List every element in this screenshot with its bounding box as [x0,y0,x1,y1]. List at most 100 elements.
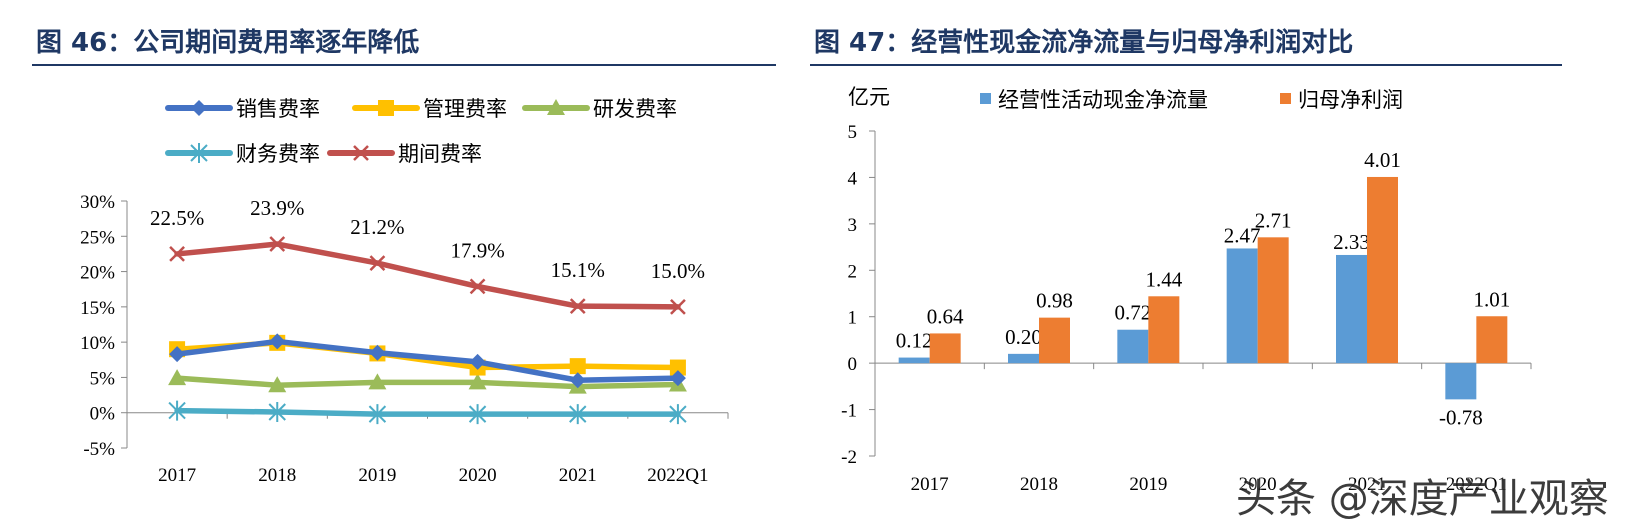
bar-1-0 [929,333,961,364]
data-label: 21.2% [350,215,404,239]
data-point-3-3 [468,404,487,425]
bar-label-1-1: 0.98 [1036,289,1073,313]
data-label: 17.9% [450,238,504,262]
series-line-4 [174,241,681,310]
left-panel: 图 46：公司期间费用率逐年降低 销售费率 管理费率 研发费率财务费率 期间费率 30%… [0,0,800,528]
legend-label-0: 销售费率 [236,97,320,121]
y-tick-label: -1 [841,401,857,422]
y-tick-label: 5 [848,122,858,143]
data-label: 15.1% [551,258,605,282]
y-unit-label: 亿元 [848,85,890,109]
data-point-0-1 [269,333,286,350]
legend-marker-1 [378,100,394,116]
legend-swatch-1 [1280,93,1291,104]
bar-0-0 [898,357,930,364]
x-tick-label: 2021 [1348,474,1386,495]
y-tick-label: 15% [80,298,115,319]
data-point-3-4 [569,404,587,425]
bar-label-0-4: 2.33 [1333,230,1370,254]
legend-label-4: 期间费率 [398,142,482,166]
series-line-2 [174,375,681,390]
data-point-2-3 [468,373,487,390]
data-point-3-1 [268,402,286,423]
y-tick-label: 4 [848,168,858,189]
right-title-rule [810,64,1562,66]
x-tick-label: 2018 [1020,474,1058,495]
series-line-3 [174,407,681,417]
x-tick-label: 2020 [459,465,497,486]
legend-marker-2 [547,99,565,115]
x-tick-label: 2019 [1129,474,1167,495]
y-tick-label: 0 [848,354,858,375]
y-tick-label: 5% [90,368,116,389]
legend-marker-0 [191,100,207,116]
bar-0-4 [1336,254,1367,364]
legend-label-2: 研发费率 [593,97,677,121]
data-point-4-1 [269,236,286,252]
legend-swatch-0 [980,93,991,104]
data-point-0-5 [669,370,686,387]
data-point-2-1 [268,376,287,393]
bar-label-0-3: 2.47 [1224,223,1261,247]
data-point-2-2 [368,373,387,390]
data-point-4-4 [569,298,586,315]
legend-label-0: 经营性活动现金净流量 [998,88,1208,112]
y-tick-label: -5% [83,439,115,460]
y-tick-label: 30% [80,192,115,213]
x-tick-label: 2022Q1 [1446,474,1507,495]
bar-1-1 [1039,317,1070,364]
data-point-1-4 [569,358,586,375]
data-point-1-5 [669,359,686,376]
bar-1-5 [1476,316,1508,364]
legend-label-1: 归母净利润 [1298,88,1403,112]
y-tick-label: 25% [80,227,115,248]
bar-label-1-0: 0.64 [927,304,964,328]
x-tick-label: 2017 [158,465,196,486]
data-label: 22.5% [150,206,204,230]
series-line-0 [174,338,681,384]
legend-label-3: 财务费率 [236,142,320,166]
x-tick-label: 2021 [559,465,597,486]
data-point-3-5 [669,404,687,425]
y-tick-label: 1 [848,308,858,329]
legend-marker-3 [190,143,208,163]
bar-label-1-4: 4.01 [1364,148,1401,172]
bar-label-0-2: 0.72 [1114,301,1151,325]
bar-label-0-1: 0.20 [1005,325,1042,349]
bar-1-3 [1257,237,1289,364]
data-point-2-0 [168,369,187,386]
bar-0-3 [1226,248,1258,364]
legend-marker-4 [353,145,369,161]
bar-0-1 [1008,353,1039,364]
bar-label-1-5: 1.01 [1473,287,1510,311]
data-point-0-0 [169,346,186,363]
watermark-text: 头条 @深度产业观察 [1236,476,1609,522]
legend-label-1: 管理费率 [423,97,507,121]
bar-1-4 [1367,176,1398,364]
data-label: 23.9% [250,196,304,220]
y-tick-label: 10% [80,333,115,354]
x-tick-label: 2019 [358,465,396,486]
bar-1-2 [1148,296,1180,364]
data-point-0-2 [369,344,386,361]
data-point-0-4 [569,372,586,389]
cashflow-profit-bar-chart: 亿元 经营性活动现金净流量 归母净利润 5 4 3 2 1 0 -1 -2 2017 0.120.64 2… [841,85,1532,495]
data-point-4-5 [670,298,686,315]
bar-label-1-3: 2.71 [1255,208,1292,232]
data-point-4-3 [469,278,486,295]
data-label: 15.0% [651,259,705,283]
left-chart-title: 图 46：公司期间费用率逐年降低 [36,28,420,58]
y-tick-label: 0% [90,404,116,425]
bar-label-1-2: 1.44 [1145,267,1182,291]
right-chart-title: 图 47：经营性现金流净流量与归母净利润对比 [814,28,1354,58]
y-tick-label: 20% [80,263,115,284]
bar-0-2 [1117,329,1149,364]
left-title-rule [32,64,776,66]
data-point-3-2 [368,404,387,425]
data-point-4-2 [369,255,386,271]
bar-label-0-0: 0.12 [896,329,933,353]
y-tick-label: 2 [848,261,858,282]
bar-label-0-5: -0.78 [1439,405,1483,429]
x-tick-label: 2018 [258,465,296,486]
